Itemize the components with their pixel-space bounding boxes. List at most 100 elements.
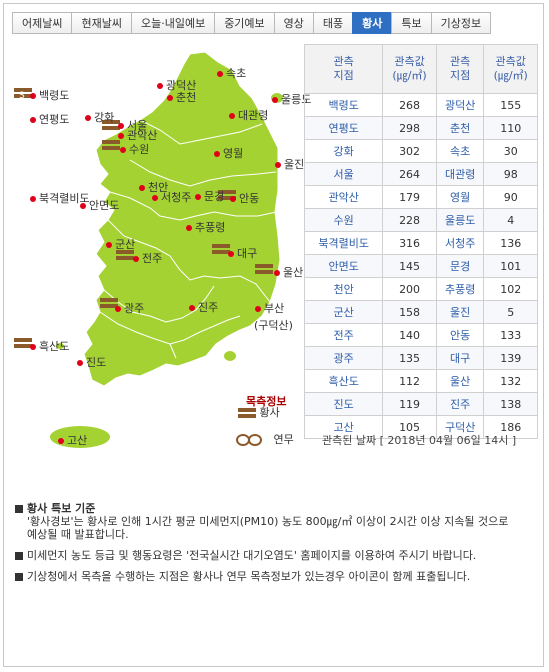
value-cell: 30 <box>483 139 538 163</box>
value-cell: 158 <box>382 300 437 324</box>
bullet-icon <box>15 573 23 581</box>
station-marker: 서청주 <box>152 189 191 205</box>
value-cell: 98 <box>483 162 538 186</box>
station-dot-icon <box>272 97 278 103</box>
station-label: 군산 <box>115 238 136 251</box>
station-name-cell: 수원 <box>303 208 384 232</box>
station-name-cell: 울산 <box>435 369 485 393</box>
station-marker: 대관령 <box>229 107 268 123</box>
table-row: 군산 158 울진 5 <box>303 300 538 324</box>
value-cell: 132 <box>483 369 538 393</box>
station-label: 문경 <box>204 190 225 203</box>
station-name-cell: 구덕산 <box>435 415 485 439</box>
station-label: 추풍령 <box>195 221 226 234</box>
table-row: 수원 228 울릉도 4 <box>303 208 538 232</box>
station-label: 진주 <box>198 301 219 314</box>
tab-image[interactable]: 영상 <box>273 12 313 34</box>
station-name-cell: 진주 <box>435 392 485 416</box>
tab-yellow-dust[interactable]: 황사 <box>352 12 392 34</box>
header-station-2: 관측 지점 <box>435 44 485 94</box>
tab-bar: 어제날씨 현재날씨 오늘·내일예보 중기예보 영상 태풍 황사 특보 기상정보 <box>12 12 492 34</box>
value-cell: 298 <box>382 116 437 140</box>
station-name-cell: 안면도 <box>303 254 384 278</box>
tab-yesterday[interactable]: 어제날씨 <box>12 12 72 34</box>
station-name-cell: 대구 <box>435 346 485 370</box>
hwangsa-legend-icon <box>238 408 256 418</box>
station-label: 울릉도 <box>281 93 312 106</box>
value-cell: 139 <box>483 346 538 370</box>
table-row: 고산 105 구덕산 186 <box>303 415 538 439</box>
value-cell: 105 <box>382 415 437 439</box>
station-label: 연평도 <box>39 113 70 126</box>
station-marker: 전주 <box>133 250 162 266</box>
station-name-cell: 울릉도 <box>435 208 485 232</box>
tab-current[interactable]: 현재날씨 <box>71 12 131 34</box>
table-row: 관악산 179 영월 90 <box>303 185 538 209</box>
table-row: 안면도 145 문경 101 <box>303 254 538 278</box>
station-name-cell: 대관령 <box>435 162 485 186</box>
station-marker: 광덕산 <box>157 77 196 93</box>
value-cell: 90 <box>483 185 538 209</box>
station-dot-icon <box>274 270 280 276</box>
tab-weather-info[interactable]: 기상정보 <box>430 12 492 34</box>
station-dot-icon <box>120 147 126 153</box>
table-row: 광주 135 대구 139 <box>303 346 538 370</box>
value-cell: 4 <box>483 208 538 232</box>
hwangsa-icons: S <box>14 88 273 348</box>
table-row: 연평도 298 춘천 110 <box>303 116 538 140</box>
station-name-cell: 서청주 <box>435 231 485 255</box>
header-value-1: 관측값 (㎍/㎥) <box>382 44 437 94</box>
station-marker: 영월 <box>214 145 243 161</box>
station-name-cell: 영월 <box>435 185 485 209</box>
station-marker: 속초 <box>217 65 246 81</box>
tab-typhoon[interactable]: 태풍 <box>312 12 353 34</box>
station-name-cell: 연평도 <box>303 116 384 140</box>
station-label: 부산 <box>264 302 285 315</box>
station-label: 울진 <box>284 158 305 171</box>
station-dot-icon <box>229 113 235 119</box>
observation-time: 관측된 날짜 [ 2018년 04월 06일 14시 ] <box>322 434 517 447</box>
station-name-cell: 문경 <box>435 254 485 278</box>
station-label: 관악산 <box>127 129 158 142</box>
station-dot-icon <box>189 305 195 311</box>
station-dot-icon <box>133 256 139 262</box>
station-label: 안동 <box>239 192 260 205</box>
station-label: 천안 <box>148 181 169 194</box>
station-marker: 대구 <box>228 245 257 261</box>
value-cell: 119 <box>382 392 437 416</box>
map-station-labels: 백령도 연평도 강화 서울 관악산 수원 광덕산 춘천 속초 울릉도 대관령 영월 울진 천안 서청주 문경 안… <box>0 40 311 460</box>
station-dot-icon <box>77 360 83 366</box>
station-label: 대구 <box>237 247 258 260</box>
value-cell: 145 <box>382 254 437 278</box>
station-dot-icon <box>217 71 223 77</box>
station-dot-icon <box>186 225 192 231</box>
value-cell: 155 <box>483 93 538 117</box>
tab-today-tomorrow[interactable]: 오늘·내일예보 <box>130 12 215 34</box>
station-label: 전주 <box>142 252 163 265</box>
table-row: 흑산도 112 울산 132 <box>303 369 538 393</box>
station-marker: 진주 <box>189 299 218 315</box>
station-marker: 추풍령 <box>186 219 225 235</box>
station-name-cell: 울진 <box>435 300 485 324</box>
station-dot-icon <box>58 438 64 444</box>
value-cell: 140 <box>382 323 437 347</box>
island-geoje <box>224 351 236 361</box>
station-marker: 울진 <box>275 156 304 172</box>
station-marker: 북격렬비도 <box>30 190 90 206</box>
table-row: 북격렬비도 316 서청주 136 <box>303 231 538 255</box>
station-name-cell: 전주 <box>303 323 384 347</box>
station-dot-icon <box>230 196 236 202</box>
notes: 황사 특보 기준 '황사경보'는 황사로 인해 1시간 평균 미세먼지(PM10… <box>15 502 535 591</box>
value-cell: 101 <box>483 254 538 278</box>
station-label: 영월 <box>223 147 244 160</box>
station-dot-icon <box>195 194 201 200</box>
value-cell: 136 <box>483 231 538 255</box>
station-label: 광덕산 <box>166 79 197 92</box>
tab-warning[interactable]: 특보 <box>391 12 431 34</box>
station-name-cell: 백령도 <box>303 93 384 117</box>
table-row: 서울 264 대관령 98 <box>303 162 538 186</box>
station-marker: 관악산 <box>118 127 157 143</box>
station-label: 강화 <box>94 111 115 124</box>
tab-midterm[interactable]: 중기예보 <box>214 12 274 34</box>
value-cell: 186 <box>483 415 538 439</box>
